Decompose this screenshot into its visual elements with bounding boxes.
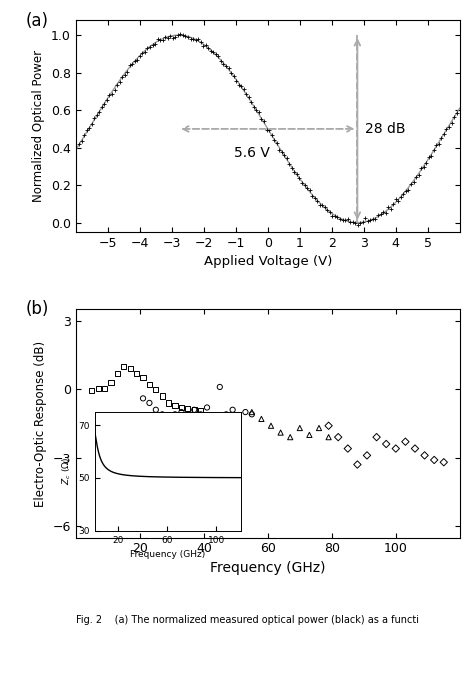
Text: (a): (a)	[26, 11, 49, 30]
Point	[248, 409, 255, 420]
Point	[315, 423, 323, 433]
Point	[139, 372, 147, 383]
Point	[107, 377, 115, 388]
Text: 5.6 V: 5.6 V	[234, 146, 270, 160]
Point	[363, 450, 371, 461]
Point	[197, 406, 204, 417]
Point	[171, 409, 179, 420]
Point	[165, 398, 173, 409]
Point	[146, 380, 153, 390]
Point	[334, 432, 342, 443]
Point	[139, 393, 147, 404]
Point	[235, 411, 243, 422]
Y-axis label: Normalized Optical Power: Normalized Optical Power	[32, 50, 46, 202]
Point	[296, 423, 303, 433]
Point	[286, 432, 294, 443]
Point	[267, 421, 275, 431]
Point	[392, 443, 400, 454]
Text: (b): (b)	[26, 300, 49, 318]
Point	[101, 383, 109, 394]
Point	[306, 429, 313, 440]
Point	[229, 404, 237, 415]
Point	[184, 403, 191, 414]
Point	[373, 432, 380, 443]
Point	[430, 454, 438, 465]
Point	[325, 432, 332, 443]
Point	[257, 413, 265, 424]
Text: 28 dB: 28 dB	[365, 122, 406, 136]
Point	[88, 385, 96, 396]
Point	[184, 411, 191, 422]
Point	[152, 404, 160, 415]
Point	[440, 457, 447, 468]
Point	[222, 409, 230, 420]
Point	[158, 391, 166, 402]
Point	[191, 404, 198, 415]
Point	[210, 413, 217, 424]
Point	[146, 398, 153, 409]
Point	[171, 400, 179, 411]
Point	[421, 450, 428, 461]
Point	[178, 406, 185, 417]
Point	[242, 406, 249, 417]
Point	[120, 361, 128, 371]
Point	[165, 411, 173, 422]
Y-axis label: Electro-Optic Response (dB): Electro-Optic Response (dB)	[34, 341, 47, 507]
Point	[133, 368, 140, 379]
Point	[401, 436, 409, 447]
Point	[277, 427, 284, 438]
Point	[344, 443, 352, 454]
X-axis label: Applied Voltage (V): Applied Voltage (V)	[204, 256, 332, 269]
Point	[127, 363, 134, 374]
Point	[248, 406, 255, 417]
Point	[197, 409, 204, 420]
Point	[114, 368, 121, 379]
Point	[191, 404, 198, 415]
X-axis label: Frequency (GHz): Frequency (GHz)	[210, 561, 326, 575]
Point	[203, 402, 211, 413]
Text: Fig. 2    (a) The normalized measured optical power (black) as a functi: Fig. 2 (a) The normalized measured optic…	[76, 615, 419, 625]
Point	[158, 409, 166, 420]
Point	[94, 383, 102, 394]
Point	[216, 382, 224, 392]
Point	[354, 459, 361, 470]
Point	[383, 439, 390, 450]
Point	[411, 443, 419, 454]
Point	[325, 421, 332, 431]
Point	[178, 402, 185, 413]
Point	[152, 384, 160, 394]
